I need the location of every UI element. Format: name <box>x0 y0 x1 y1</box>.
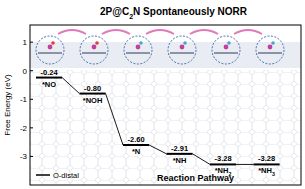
structure-atom <box>92 45 97 50</box>
structure-atom <box>268 45 273 50</box>
energy-level <box>123 144 149 146</box>
data-label: -3.28 <box>258 154 275 163</box>
structure-circle <box>168 36 196 64</box>
category-label: *NO <box>42 80 56 89</box>
structure-circle <box>36 36 64 64</box>
arrow <box>146 30 174 34</box>
structure-atom <box>139 41 143 45</box>
y-tick <box>30 42 33 43</box>
energy-level <box>254 163 280 165</box>
structure-circle <box>256 36 284 64</box>
structure-atom <box>95 41 99 45</box>
chart: -3-2-101Free Energy (eV)Reaction Pathway… <box>0 0 305 189</box>
legend-swatch <box>36 174 50 176</box>
arrow <box>58 30 86 34</box>
frame <box>30 25 301 185</box>
connector <box>193 154 210 165</box>
connector <box>62 78 79 94</box>
y-tick-label: -3 <box>20 152 28 161</box>
data-label: -0.24 <box>40 68 58 77</box>
arrow <box>190 30 218 34</box>
structure-circle <box>80 36 108 64</box>
plot-marks <box>36 78 280 165</box>
y-tick-label: -2 <box>20 124 28 133</box>
background-lattice <box>30 70 301 185</box>
structure-atom <box>271 41 275 45</box>
data-label: -3.28 <box>214 154 231 163</box>
structure-atom <box>136 45 141 50</box>
structure-circle <box>124 36 152 64</box>
category-label: *NH2 <box>215 166 232 177</box>
category-label: *N <box>132 147 140 156</box>
category-label: *NH3 <box>258 166 275 177</box>
title: 2P@C2N Spontaneously NORR <box>100 6 248 20</box>
structure-sheet <box>82 52 106 54</box>
data-label: -2.60 <box>127 135 144 144</box>
arrow <box>102 30 130 34</box>
structure-sheet <box>214 52 238 54</box>
y-tick-label: -1 <box>20 95 28 104</box>
category-label: *NOH <box>83 96 103 105</box>
structure-sheet <box>38 52 62 54</box>
data-label: -0.80 <box>84 84 101 93</box>
arrow <box>234 30 262 34</box>
structure-atom <box>180 45 185 50</box>
y-tick-label: 0 <box>23 67 28 76</box>
y-tick <box>30 99 33 100</box>
connector <box>106 94 123 145</box>
connector <box>236 164 253 165</box>
energy-level <box>167 153 193 155</box>
labels: -0.24 *NO -0.80 *NOH -2.60 *N -2.91 *NH -3.28 *NH… <box>40 68 275 178</box>
y-axis-label: Free Energy (eV) <box>3 74 12 136</box>
connector <box>149 145 166 154</box>
energy-level <box>36 77 62 79</box>
category-label: *NH <box>173 156 187 165</box>
structure-sheet <box>126 52 150 54</box>
y-tick <box>30 156 33 157</box>
data-label: -2.91 <box>171 144 188 153</box>
y-tick <box>30 127 33 128</box>
structure-sheet <box>258 52 282 54</box>
structure-atom <box>224 45 229 50</box>
structure-circle <box>212 36 240 64</box>
structure-atom <box>183 41 187 45</box>
structure-sheet <box>170 52 194 54</box>
legend-label: O-distal <box>53 171 79 180</box>
structure-atom <box>51 41 55 45</box>
energy-level <box>210 163 236 165</box>
structure-atom <box>48 45 53 50</box>
y-tick-label: 1 <box>23 38 28 47</box>
energy-level <box>80 93 106 95</box>
background-band <box>30 42 301 68</box>
y-tick <box>30 70 33 71</box>
structure-atom <box>227 41 231 45</box>
